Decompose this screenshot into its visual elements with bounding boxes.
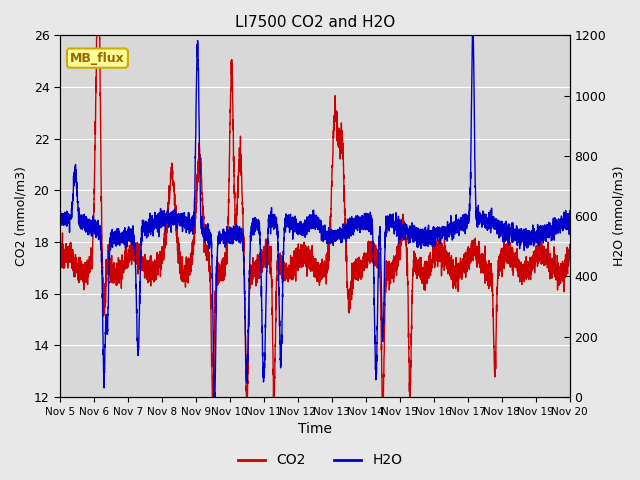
Legend: CO2, H2O: CO2, H2O: [232, 448, 408, 473]
Text: MB_flux: MB_flux: [70, 52, 125, 65]
Title: LI7500 CO2 and H2O: LI7500 CO2 and H2O: [235, 15, 395, 30]
Y-axis label: H2O (mmol/m3): H2O (mmol/m3): [612, 166, 625, 266]
Y-axis label: CO2 (mmol/m3): CO2 (mmol/m3): [15, 166, 28, 266]
X-axis label: Time: Time: [298, 422, 332, 436]
